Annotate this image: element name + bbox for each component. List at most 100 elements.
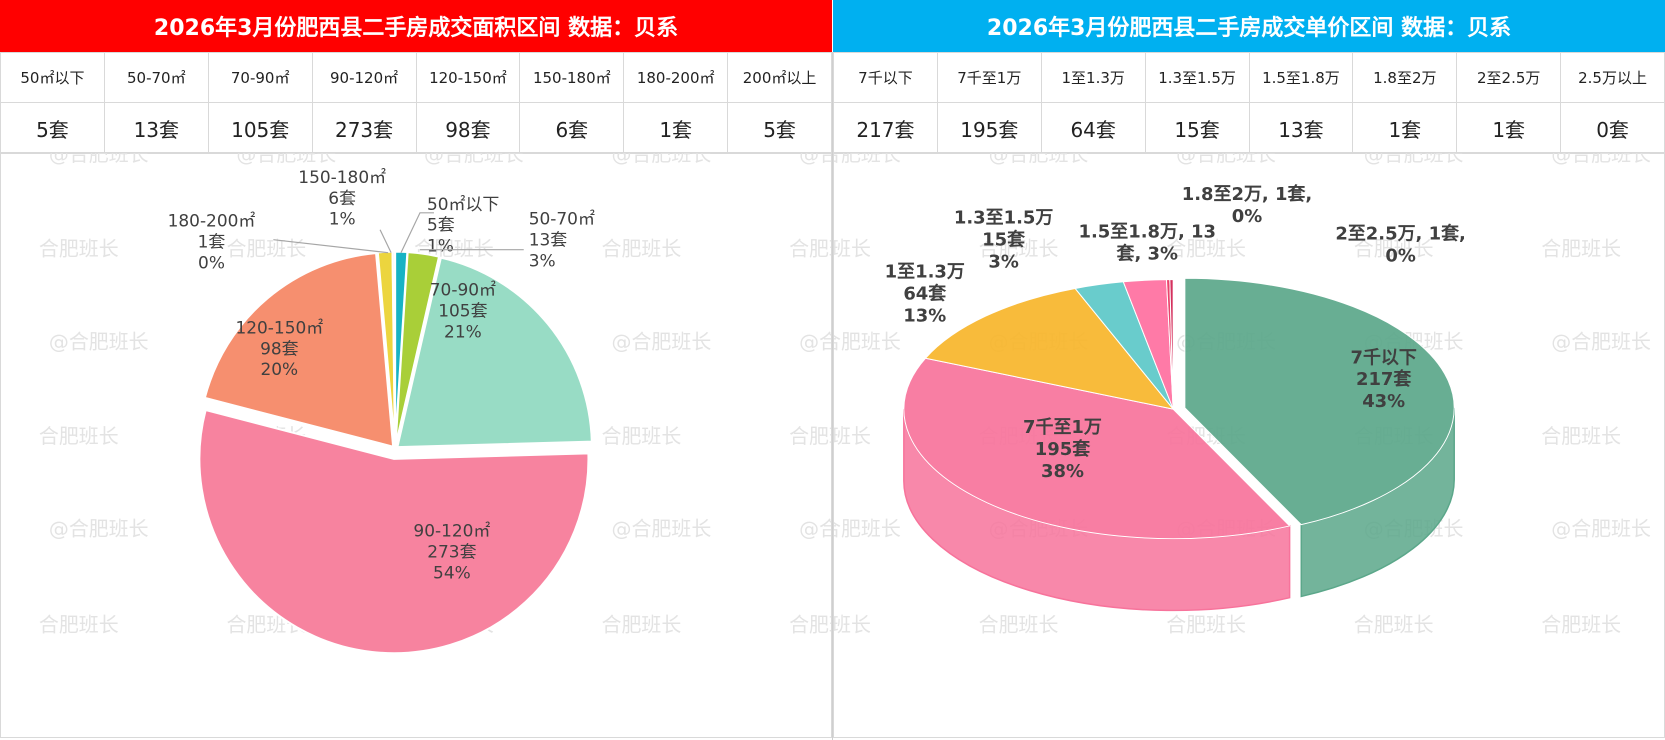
area-header-cell: 50-70㎡ <box>103 52 209 103</box>
price-header-cell: 1.8至2万 <box>1352 52 1458 103</box>
watermark-text: @合肥班长 <box>49 517 149 541</box>
price-header-cell: 2至2.5万 <box>1456 52 1562 103</box>
area-header-cell: 150-180㎡ <box>519 52 625 103</box>
data-label: 1至1.3万 64套 13% <box>885 262 965 327</box>
watermark-text: 合肥班长 <box>979 612 1059 636</box>
area-header-cell: 70-90㎡ <box>207 52 313 103</box>
data-label: 50-70㎡ 13套 3% <box>529 209 595 271</box>
watermark-text: 合肥班长 <box>834 424 871 448</box>
watermark-text: 合肥班长 <box>1541 424 1621 448</box>
watermark-text: @合肥班长 <box>799 329 831 353</box>
data-label: 7千至1万 195套 38% <box>1023 417 1102 482</box>
pie-slice <box>396 256 593 449</box>
price-header-cell: 7千至1万 <box>936 52 1042 103</box>
watermark-text: @合肥班长 <box>1551 517 1651 541</box>
area-value-cell: 1套 <box>623 102 729 154</box>
price-value-cell: 217套 <box>833 102 938 154</box>
data-label: 90-120㎡ 273套 54% <box>413 521 490 583</box>
watermark-text: 合肥班长 <box>1354 237 1434 261</box>
price-value-cell: 1套 <box>1456 102 1562 154</box>
area-value-cell: 6套 <box>519 102 625 154</box>
panel-divider <box>832 52 833 740</box>
watermark-text: @合肥班长 <box>1364 153 1464 166</box>
price-value-cell: 0套 <box>1560 102 1665 154</box>
area-value-cell: 98套 <box>415 102 521 154</box>
pie-slice <box>198 408 590 655</box>
data-label: 1.3至1.5万 15套 3% <box>954 208 1054 273</box>
watermark-text: 合肥班长 <box>789 237 831 261</box>
area-title: 2026年3月份肥西县二手房成交面积区间 数据：贝系 <box>0 0 832 52</box>
leader-line <box>379 229 392 253</box>
area-stats-table: 50㎡以下 50-70㎡ 70-90㎡ 90-120㎡ 120-150㎡ 150… <box>0 52 832 154</box>
pie-slice <box>903 357 1291 540</box>
area-value-cell: 13套 <box>103 102 209 154</box>
watermark-text: @合肥班长 <box>1176 153 1276 166</box>
price-chart-area: @合肥班长@合肥班长@合肥班长@合肥班长@合肥班长合肥班长合肥班长合肥班长合肥班… <box>833 152 1665 738</box>
data-label: 1.8至2万, 1套, 0% <box>1182 183 1313 227</box>
watermark-text: @合肥班长 <box>799 153 831 166</box>
leader-line <box>273 239 389 254</box>
price-value-cell: 1套 <box>1352 102 1458 154</box>
price-value-cell: 15套 <box>1144 102 1250 154</box>
price-value-cell: 64套 <box>1040 102 1146 154</box>
area-chart-area: @合肥班长@合肥班长@合肥班长@合肥班长@合肥班长合肥班长合肥班长合肥班长合肥班… <box>0 152 832 738</box>
leader-line <box>400 212 434 253</box>
watermark-text: 合肥班长 <box>39 612 119 636</box>
pie-slice <box>1184 277 1455 526</box>
area-header-cell: 90-120㎡ <box>311 52 417 103</box>
watermark-text: 合肥班长 <box>1166 237 1246 261</box>
watermark-text: @合肥班长 <box>834 153 901 166</box>
watermark-text: @合肥班长 <box>989 153 1089 166</box>
watermark-text: 合肥班长 <box>602 237 682 261</box>
watermark-text: @合肥班长 <box>612 517 712 541</box>
watermark-text: 合肥班长 <box>1354 612 1434 636</box>
watermark-text: 合肥班长 <box>602 424 682 448</box>
watermark-text: @合肥班长 <box>612 329 712 353</box>
data-label: 1.5至1.8万, 13 套, 3% <box>1078 222 1216 265</box>
area-value-cell: 105套 <box>207 102 313 154</box>
area-header-cell: 120-150㎡ <box>415 52 521 103</box>
watermark-text: @合肥班长 <box>834 517 901 541</box>
watermark-text: 合肥班长 <box>834 237 871 261</box>
price-value-cell: 13套 <box>1248 102 1354 154</box>
data-label: 2至2.5万, 1套, 0% <box>1335 223 1466 267</box>
data-label: 120-150㎡ 98套 20% <box>235 317 323 379</box>
watermark-text: @合肥班长 <box>1551 329 1651 353</box>
area-value-cell: 5套 <box>0 102 105 154</box>
watermark-text: @合肥班长 <box>49 153 149 166</box>
watermark-text: 合肥班长 <box>789 612 831 636</box>
data-label: 150-180㎡ 6套 1% <box>298 167 386 229</box>
pie-slice <box>391 250 397 447</box>
pie-slice <box>924 287 1175 410</box>
data-label: 180-200㎡ 1套 0% <box>168 211 256 273</box>
price-value-cell: 195套 <box>936 102 1042 154</box>
price-header-cell: 1.3至1.5万 <box>1144 52 1250 103</box>
pie-slice <box>1169 279 1174 410</box>
watermark-text: @合肥班长 <box>799 517 831 541</box>
watermark-text: @合肥班长 <box>236 153 336 166</box>
watermark-text: 合肥班长 <box>1166 612 1246 636</box>
area-header-cell: 50㎡以下 <box>0 52 105 103</box>
watermark-text: @合肥班长 <box>834 329 901 353</box>
area-header-cell: 180-200㎡ <box>623 52 729 103</box>
data-label: 7千以下 217套 43% <box>1351 347 1417 412</box>
watermark-text: @合肥班长 <box>49 329 149 353</box>
watermark-text: 合肥班长 <box>834 612 871 636</box>
price-header-cell: 1至1.3万 <box>1040 52 1146 103</box>
watermark-text: 合肥班长 <box>1541 237 1621 261</box>
watermark-text: 合肥班长 <box>602 612 682 636</box>
watermark-text: 合肥班长 <box>1541 612 1621 636</box>
area-panel: 2026年3月份肥西县二手房成交面积区间 数据：贝系 50㎡以下 50-70㎡ … <box>0 0 832 740</box>
pie-slice <box>203 252 395 449</box>
watermark-text: @合肥班长 <box>1551 153 1651 166</box>
price-stats-table: 7千以下 7千至1万 1至1.3万 1.3至1.5万 1.5至1.8万 1.8至… <box>833 52 1665 154</box>
area-value-cell: 5套 <box>727 102 832 154</box>
pie-slice <box>394 251 441 447</box>
price-header-cell: 2.5万以上 <box>1560 52 1665 103</box>
data-label: 70-90㎡ 105套 21% <box>430 280 496 342</box>
watermark-text: 合肥班长 <box>39 237 119 261</box>
data-label: 50㎡以下 5套 1% <box>427 194 499 256</box>
watermark-text: 合肥班长 <box>789 424 831 448</box>
watermark-text: 合肥班长 <box>979 237 1059 261</box>
price-panel: 2026年3月份肥西县二手房成交单价区间 数据：贝系 7千以下 7千至1万 1至… <box>833 0 1665 740</box>
